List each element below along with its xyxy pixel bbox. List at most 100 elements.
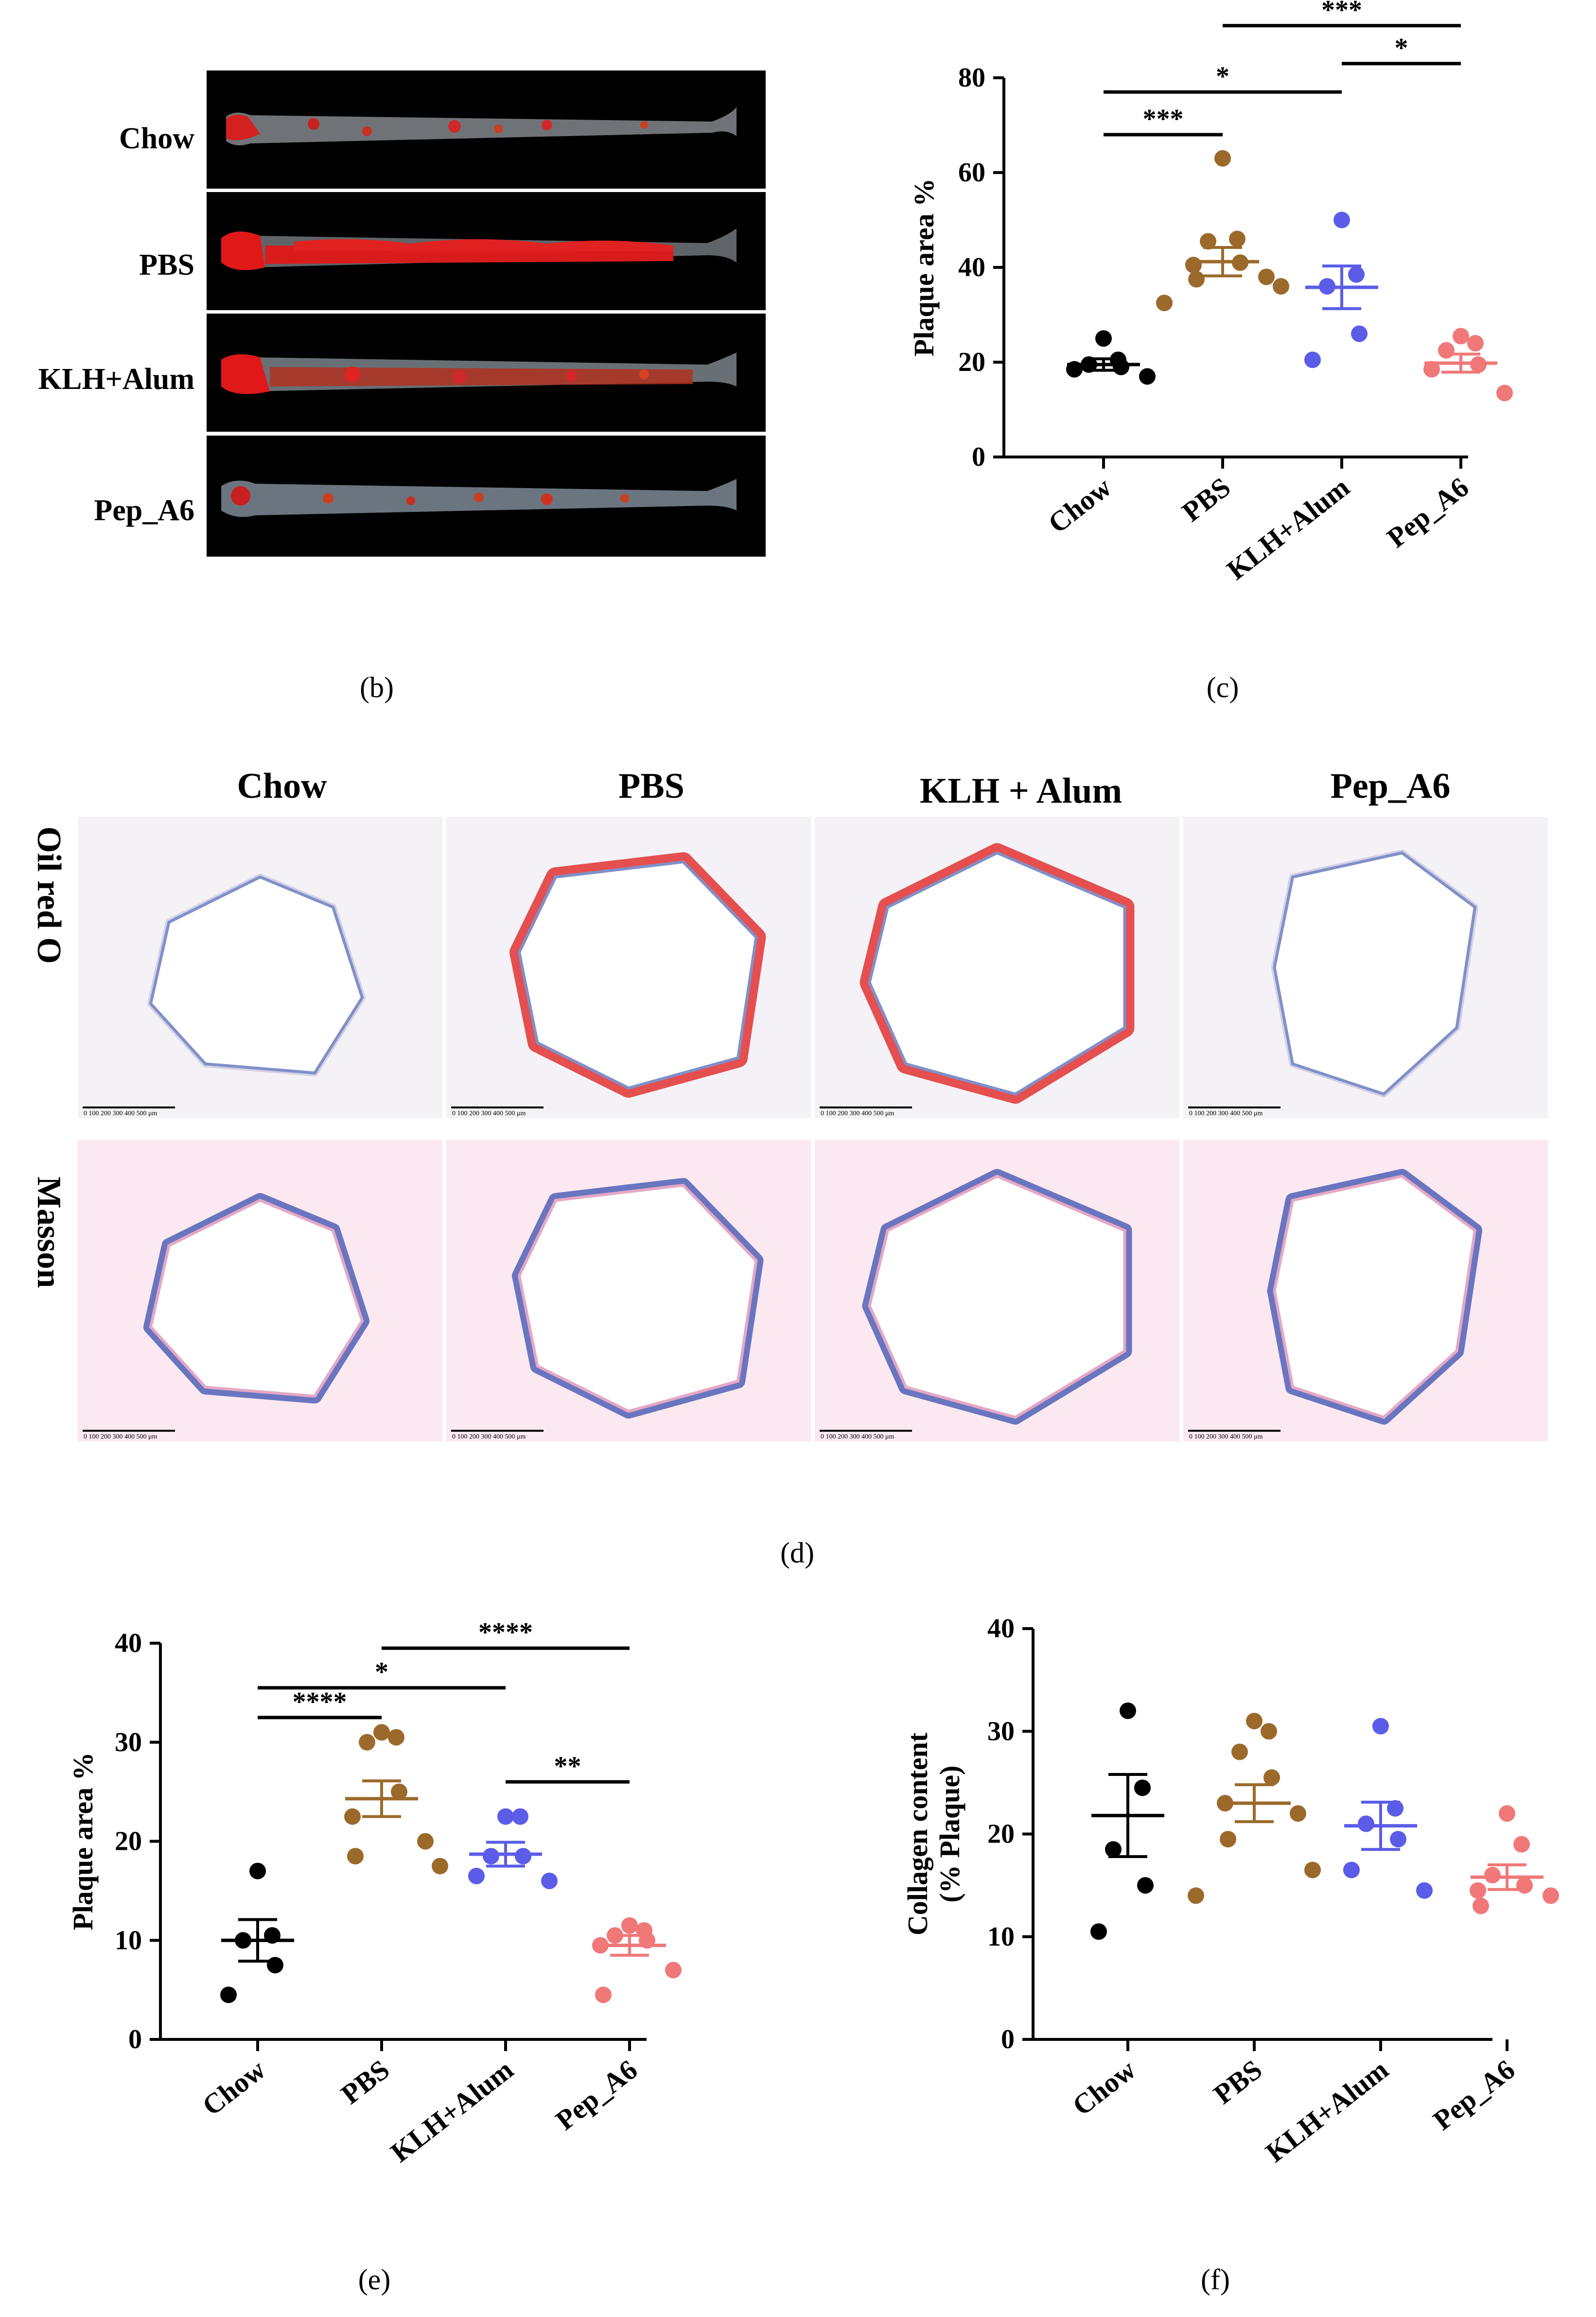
vessel-lumen <box>868 851 1126 1096</box>
c-xtick-label: PBS <box>1176 471 1236 528</box>
f-data-point-klh-alum <box>1343 1861 1360 1878</box>
c-ytick-label: 20 <box>958 347 985 377</box>
scale-bar-label: 0 100 200 300 400 500 μm <box>821 1433 894 1440</box>
panel-b-row-label-pep-a6: Pep_A6 <box>94 494 194 527</box>
f-data-point-pep-a6 <box>1499 1805 1515 1822</box>
f-data-point-pep-a6 <box>1543 1887 1559 1904</box>
vessel-lumen <box>149 875 364 1075</box>
c-data-point-pep-a6 <box>1423 361 1440 378</box>
e-data-point-pbs <box>344 1808 361 1825</box>
f-data-point-pbs <box>1261 1723 1277 1740</box>
histology-tile-oil-red-o-klh-alum: 0 100 200 300 400 500 μm <box>815 817 1179 1118</box>
e-data-point-klh-alum <box>468 1867 485 1884</box>
c-ytick-label: 80 <box>958 63 985 93</box>
c-significance-label: * <box>1395 33 1408 63</box>
c-data-point-pep-a6 <box>1453 328 1469 345</box>
e-ytick-label: 30 <box>115 1727 142 1757</box>
c-data-point-pbs <box>1214 150 1231 167</box>
panel-e-label: (e) <box>358 2264 391 2296</box>
aorta-image-chow <box>226 107 737 145</box>
f-data-point-klh-alum <box>1372 1718 1389 1735</box>
histology-tile-oil-red-o-pep-a6: 0 100 200 300 400 500 μm <box>1183 817 1548 1118</box>
histology-column-chow: Chow <box>237 766 327 806</box>
c-data-point-pep-a6 <box>1496 385 1513 402</box>
c-data-point-pep-a6 <box>1467 335 1484 351</box>
f-data-point-pep-a6 <box>1484 1867 1501 1883</box>
e-data-point-pbs <box>373 1724 390 1741</box>
c-data-point-chow <box>1095 330 1112 347</box>
e-xtick-label: KLH+Alum <box>385 2054 519 2168</box>
c-data-point-pbs <box>1188 271 1205 288</box>
e-data-point-klh-alum <box>512 1808 528 1825</box>
e-data-point-chow <box>267 1957 283 1974</box>
f-y-axis-label: Collagen content <box>902 1732 933 1935</box>
f-data-point-pep-a6 <box>1513 1836 1530 1853</box>
scale-bar-label: 0 100 200 300 400 500 μm <box>1189 1433 1263 1440</box>
f-data-point-chow <box>1090 1923 1107 1940</box>
e-significance-label: **** <box>478 1617 533 1648</box>
f-ytick-label: 0 <box>1001 2024 1015 2054</box>
histology-column-pep-a6: Pep_A6 <box>1330 766 1451 806</box>
c-data-point-klh-alum <box>1348 266 1365 283</box>
c-data-point-klh-alum <box>1351 325 1368 342</box>
scale-bar-label: 0 100 200 300 400 500 μm <box>452 1433 526 1440</box>
e-data-point-klh-alum <box>541 1873 558 1889</box>
f-ytick-label: 10 <box>987 1922 1015 1952</box>
e-xtick-label: Chow <box>196 2054 271 2122</box>
f-xtick-label: Chow <box>1067 2054 1141 2122</box>
histology-tile-masson-chow: 0 100 200 300 400 500 μm <box>78 1140 442 1441</box>
e-data-point-pep-a6 <box>595 1986 612 2003</box>
f-data-point-pbs <box>1220 1831 1236 1848</box>
f-y-axis-label: (% Plaque) <box>934 1766 965 1903</box>
f-data-point-pbs <box>1188 1887 1204 1904</box>
c-data-point-chow <box>1113 358 1129 375</box>
histology-tile-masson-klh-alum: 0 100 200 300 400 500 μm <box>815 1140 1179 1441</box>
e-ytick-label: 10 <box>115 1925 142 1955</box>
c-y-axis-label: Plaque area % <box>908 178 940 356</box>
f-ytick-label: 20 <box>987 1819 1015 1849</box>
scale-bar-label: 0 100 200 300 400 500 μm <box>452 1110 526 1117</box>
vessel-lumen <box>868 1175 1126 1419</box>
panel-b-row-label-chow: Chow <box>119 122 194 155</box>
histology-column-klh-alum: KLH + Alum <box>919 771 1122 811</box>
histology-row-oil-red-o: Oil red O <box>30 826 68 964</box>
c-data-point-pbs <box>1258 268 1275 285</box>
histology-tile-oil-red-o-pbs: 0 100 200 300 400 500 μm <box>446 817 811 1118</box>
e-xtick-label: PBS <box>335 2054 395 2110</box>
e-ytick-label: 20 <box>115 1826 142 1857</box>
c-data-point-pbs <box>1273 278 1289 295</box>
f-data-point-klh-alum <box>1390 1831 1406 1848</box>
e-data-point-klh-alum <box>497 1808 514 1825</box>
e-data-point-pbs <box>347 1848 364 1865</box>
e-significance-label: **** <box>293 1687 347 1717</box>
f-data-point-pbs <box>1304 1861 1321 1878</box>
e-data-point-pbs <box>432 1858 448 1875</box>
vessel-lumen <box>517 860 758 1090</box>
vessel-lumen <box>1273 851 1477 1096</box>
f-xtick-label: Pep_A6 <box>1427 2054 1521 2136</box>
f-ytick-label: 30 <box>987 1716 1015 1746</box>
f-data-point-chow <box>1120 1703 1136 1719</box>
vessel-lumen <box>149 1198 364 1398</box>
f-data-point-pep-a6 <box>1470 1882 1486 1899</box>
e-significance-label: ** <box>554 1751 581 1781</box>
scale-bar-label: 0 100 200 300 400 500 μm <box>821 1110 894 1117</box>
c-ytick-label: 40 <box>958 252 985 282</box>
panel-c-label: (c) <box>1206 671 1239 703</box>
en-face-aorta-images <box>207 70 766 557</box>
f-xtick-label: PBS <box>1208 2054 1268 2110</box>
f-data-point-chow <box>1137 1877 1154 1894</box>
c-xtick-label: Chow <box>1042 471 1117 540</box>
e-data-point-klh-alum <box>483 1848 499 1865</box>
e-ytick-label: 40 <box>115 1628 142 1658</box>
histology-tile-masson-pbs: 0 100 200 300 400 500 μm <box>446 1140 811 1441</box>
c-xtick-label: KLH+Alum <box>1221 471 1355 586</box>
f-xtick-label: KLH+Alum <box>1260 2054 1394 2168</box>
e-data-point-chow <box>220 1986 237 2003</box>
histology-column-pbs: PBS <box>618 766 684 806</box>
c-significance-label: *** <box>1321 0 1362 25</box>
aorta-image-pbs <box>221 228 737 270</box>
c-ytick-label: 60 <box>958 158 985 188</box>
